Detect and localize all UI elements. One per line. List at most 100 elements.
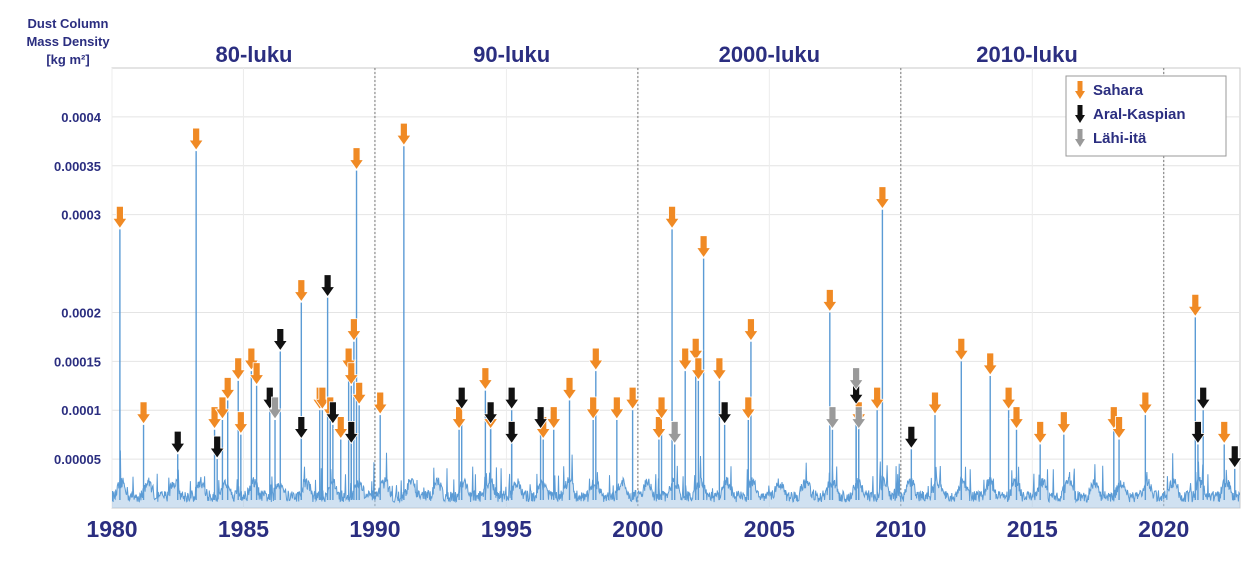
- arrow-sahara: [230, 357, 246, 381]
- arrow-aral-kaspian: [319, 274, 336, 298]
- legend-label-sahara: Sahara: [1093, 82, 1144, 99]
- arrow-sahara: [561, 377, 578, 401]
- arrow-aral-kaspian: [503, 386, 520, 410]
- arrow-sahara: [477, 367, 494, 391]
- arrow-sahara: [1111, 416, 1127, 440]
- arrow-lahi-ita: [267, 396, 283, 420]
- arrow-sahara: [233, 411, 249, 435]
- arrow-sahara: [711, 357, 728, 381]
- arrow-sahara: [588, 347, 604, 371]
- arrow-sahara: [822, 289, 838, 313]
- y-tick-label: 0.0004: [61, 110, 102, 125]
- arrow-sahara: [585, 396, 601, 420]
- legend-label-lahi-ita: Lähi-itä: [1093, 130, 1147, 147]
- arrow-aral-kaspian: [343, 421, 360, 445]
- dust-spikes: [119, 146, 1236, 500]
- arrow-sahara: [396, 122, 412, 146]
- arrow-sahara: [1137, 391, 1154, 415]
- x-tick-label: 2005: [744, 516, 795, 542]
- arrow-aral-kaspian: [532, 406, 549, 430]
- arrow-sahara: [351, 381, 367, 406]
- x-tick-label: 2015: [1007, 516, 1058, 542]
- x-tick-label: 2000: [612, 516, 663, 542]
- decade-labels: 80-luku 90-luku 2000-luku 2010-luku: [215, 42, 1077, 67]
- arrow-lahi-ita: [824, 406, 841, 430]
- arrow-sahara: [346, 318, 362, 342]
- legend-icon-lahi-ita: [1075, 129, 1085, 147]
- arrow-sahara: [982, 352, 998, 376]
- arrow-sahara: [624, 386, 641, 410]
- arrow-sahara: [214, 396, 231, 420]
- arrow-sahara: [1056, 411, 1072, 435]
- arrow-sahara: [1032, 421, 1048, 445]
- legend-icon-aral-kaspian: [1075, 105, 1085, 123]
- arrow-aral-kaspian: [453, 386, 470, 410]
- y-axis-label-line: Mass Density: [26, 34, 110, 49]
- y-axis-label-line: [kg m²]: [46, 52, 89, 67]
- arrow-aral-kaspian: [325, 401, 341, 425]
- x-tick-label: 1990: [349, 516, 400, 542]
- x-tick-label: 2020: [1138, 516, 1189, 542]
- x-tick-label: 2010: [875, 516, 926, 542]
- arrow-sahara: [1216, 421, 1232, 445]
- arrow-sahara: [1008, 406, 1025, 430]
- arrow-sahara: [687, 337, 704, 362]
- y-tick-label: 0.00005: [54, 452, 101, 467]
- y-axis-label: Dust Column Mass Density [kg m²]: [26, 16, 110, 67]
- arrow-lahi-ita: [848, 367, 864, 391]
- arrow-aral-kaspian: [1226, 445, 1243, 469]
- arrow-sahara: [135, 401, 152, 425]
- dust-baseline-series: [112, 450, 1240, 508]
- arrow-sahara: [314, 386, 331, 410]
- baseline-area: [112, 450, 1240, 508]
- arrow-sahara: [869, 386, 885, 410]
- arrow-lahi-ita: [850, 406, 867, 430]
- arrow-sahara: [927, 391, 943, 415]
- legend-box: [1065, 75, 1227, 157]
- arrow-sahara: [740, 396, 757, 420]
- legend-icon-sahara: [1075, 81, 1085, 99]
- legend: Sahara Aral-Kaspian Lähi-itä: [1065, 75, 1227, 157]
- arrow-aral-kaspian: [1190, 421, 1206, 445]
- arrow-sahara: [248, 362, 265, 386]
- arrow-sahara: [188, 127, 204, 151]
- arrow-aral-kaspian: [293, 416, 310, 440]
- arrow-sahara: [1000, 386, 1017, 410]
- x-tick-label: 1995: [481, 516, 532, 542]
- arrow-sahara: [874, 186, 891, 210]
- arrow-aral-kaspian: [482, 401, 499, 425]
- arrow-sahara: [743, 318, 759, 342]
- arrow-sahara: [545, 406, 562, 430]
- arrow-aral-kaspian: [903, 425, 920, 450]
- arrow-sahara: [451, 406, 467, 430]
- y-tick-label: 0.00035: [54, 159, 101, 174]
- decade-label: 2000-luku: [719, 42, 821, 67]
- x-tick-label: 1980: [86, 516, 137, 542]
- arrow-lahi-ita: [666, 421, 683, 445]
- arrow-sahara: [690, 357, 707, 381]
- baseline-line: [112, 450, 1240, 504]
- arrow-aral-kaspian: [503, 421, 520, 445]
- x-tick-label: 1985: [218, 516, 269, 542]
- y-tick-label: 0.0003: [61, 208, 101, 223]
- arrow-sahara: [372, 391, 388, 415]
- y-tick-label: 0.0001: [61, 403, 101, 418]
- y-axis-ticks: 0.00005 0.0001 0.00015 0.0002 0.0003 0.00035 0…: [54, 110, 102, 467]
- arrow-aral-kaspian: [169, 430, 186, 454]
- arrow-aral-kaspian: [209, 435, 225, 459]
- y-tick-label: 0.0002: [61, 305, 101, 320]
- arrow-sahara: [1187, 293, 1204, 318]
- arrow-sahara: [653, 396, 670, 420]
- legend-label-aral-kaspian: Aral-Kaspian: [1093, 106, 1186, 123]
- arrow-sahara: [651, 416, 667, 440]
- arrow-sahara: [695, 235, 712, 259]
- arrow-sahara: [219, 377, 236, 401]
- arrow-aral-kaspian: [716, 401, 733, 425]
- arrow-sahara: [343, 362, 360, 386]
- arrow-sahara: [293, 279, 310, 303]
- arrow-sahara: [348, 147, 365, 171]
- x-axis-ticks: 1980 1985 1990 1995 2000 2005 2010 2015 2020: [86, 516, 1189, 542]
- arrow-sahara: [953, 337, 970, 362]
- y-axis-label-line: Dust Column: [28, 16, 109, 31]
